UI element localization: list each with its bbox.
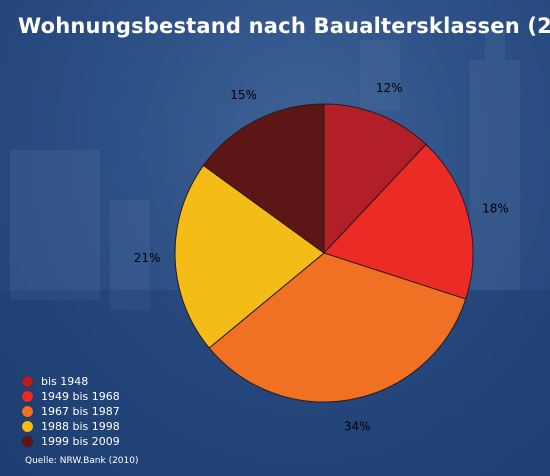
chart-title: Wohnungsbestand nach Baualtersklassen (2… <box>18 14 550 38</box>
legend-item-5: 1999 bis 2009 <box>22 434 120 449</box>
pie-slice-2 <box>323 143 474 300</box>
slice-value-label-2: 18% <box>482 202 509 216</box>
pie-slice-1 <box>323 103 427 255</box>
legend-swatch-3 <box>22 406 33 417</box>
legend-swatch-2 <box>22 391 33 402</box>
slice-value-label-3: 34% <box>344 419 371 433</box>
legend-item-2: 1949 bis 1968 <box>22 389 120 404</box>
legend-label-5: 1999 bis 2009 <box>41 435 120 448</box>
slice-value-label-5: 15% <box>230 88 257 102</box>
chart-legend: bis 1948 1949 bis 1968 1967 bis 1987 1988 b… <box>22 374 120 449</box>
legend-swatch-4 <box>22 421 33 432</box>
legend-label-1: bis 1948 <box>41 375 89 388</box>
legend-label-4: 1988 bis 1998 <box>41 420 120 433</box>
pie-slice-3 <box>208 252 467 403</box>
legend-item-3: 1967 bis 1987 <box>22 404 120 419</box>
slice-value-label-4: 21% <box>134 251 161 265</box>
pie-slice-4 <box>174 164 325 349</box>
legend-swatch-1 <box>22 376 33 387</box>
legend-item-4: 1988 bis 1998 <box>22 419 120 434</box>
legend-label-3: 1967 bis 1987 <box>41 405 120 418</box>
legend-swatch-5 <box>22 436 33 447</box>
legend-label-2: 1949 bis 1968 <box>41 390 120 403</box>
source-note: Quelle: NRW.Bank (2010) <box>25 456 139 466</box>
slice-value-label-1: 12% <box>376 81 403 95</box>
legend-item-1: bis 1948 <box>22 374 120 389</box>
pie-slice-5 <box>202 103 325 254</box>
